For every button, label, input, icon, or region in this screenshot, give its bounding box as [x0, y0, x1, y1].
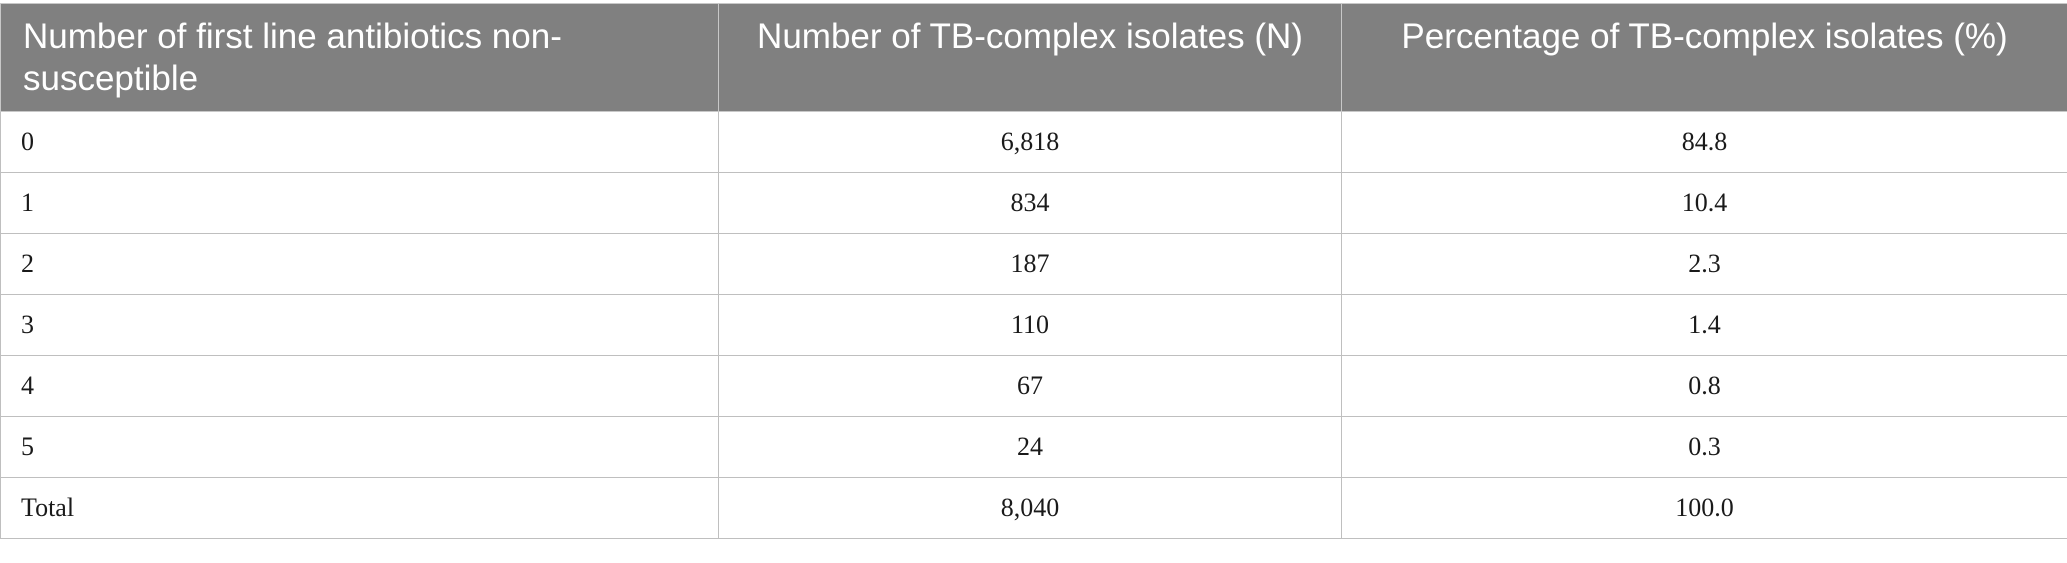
cell-isolate-percentage: 0.8: [1341, 355, 2067, 417]
cell-total-label: Total: [0, 477, 719, 539]
cell-isolate-count: 187: [718, 233, 1342, 295]
header-row: Number of first line antibiotics non-sus…: [0, 3, 2067, 112]
cell-antibiotics-count: 4: [0, 355, 719, 417]
results-table: Number of first line antibiotics non-sus…: [0, 3, 2067, 539]
cell-total-isolate-percentage: 100.0: [1341, 477, 2067, 539]
cell-antibiotics-count: 0: [0, 111, 719, 173]
header-antibiotics-count: Number of first line antibiotics non-sus…: [0, 3, 719, 112]
table-row: 1 834 10.4: [0, 172, 2067, 234]
cell-isolate-count: 110: [718, 294, 1342, 356]
cell-isolate-percentage: 84.8: [1341, 111, 2067, 173]
table-row: 5 24 0.3: [0, 416, 2067, 478]
table-row: 0 6,818 84.8: [0, 111, 2067, 173]
cell-isolate-count: 834: [718, 172, 1342, 234]
table-row: 4 67 0.8: [0, 355, 2067, 417]
cell-isolate-percentage: 0.3: [1341, 416, 2067, 478]
table-row: 2 187 2.3: [0, 233, 2067, 295]
table-row: 3 110 1.4: [0, 294, 2067, 356]
cell-isolate-percentage: 2.3: [1341, 233, 2067, 295]
header-isolate-count: Number of TB-complex isolates (N): [718, 3, 1342, 112]
cell-antibiotics-count: 5: [0, 416, 719, 478]
cell-isolate-percentage: 1.4: [1341, 294, 2067, 356]
cell-antibiotics-count: 2: [0, 233, 719, 295]
cell-isolate-count: 67: [718, 355, 1342, 417]
header-isolate-percentage: Percentage of TB-complex isolates (%): [1341, 3, 2067, 112]
cell-isolate-percentage: 10.4: [1341, 172, 2067, 234]
table-header: Number of first line antibiotics non-sus…: [0, 3, 2067, 112]
cell-total-isolate-count: 8,040: [718, 477, 1342, 539]
table-row-total: Total 8,040 100.0: [0, 477, 2067, 539]
table-body: 0 6,818 84.8 1 834 10.4 2 187 2.3 3 110 …: [0, 111, 2067, 539]
cell-isolate-count: 24: [718, 416, 1342, 478]
cell-antibiotics-count: 3: [0, 294, 719, 356]
cell-isolate-count: 6,818: [718, 111, 1342, 173]
cell-antibiotics-count: 1: [0, 172, 719, 234]
